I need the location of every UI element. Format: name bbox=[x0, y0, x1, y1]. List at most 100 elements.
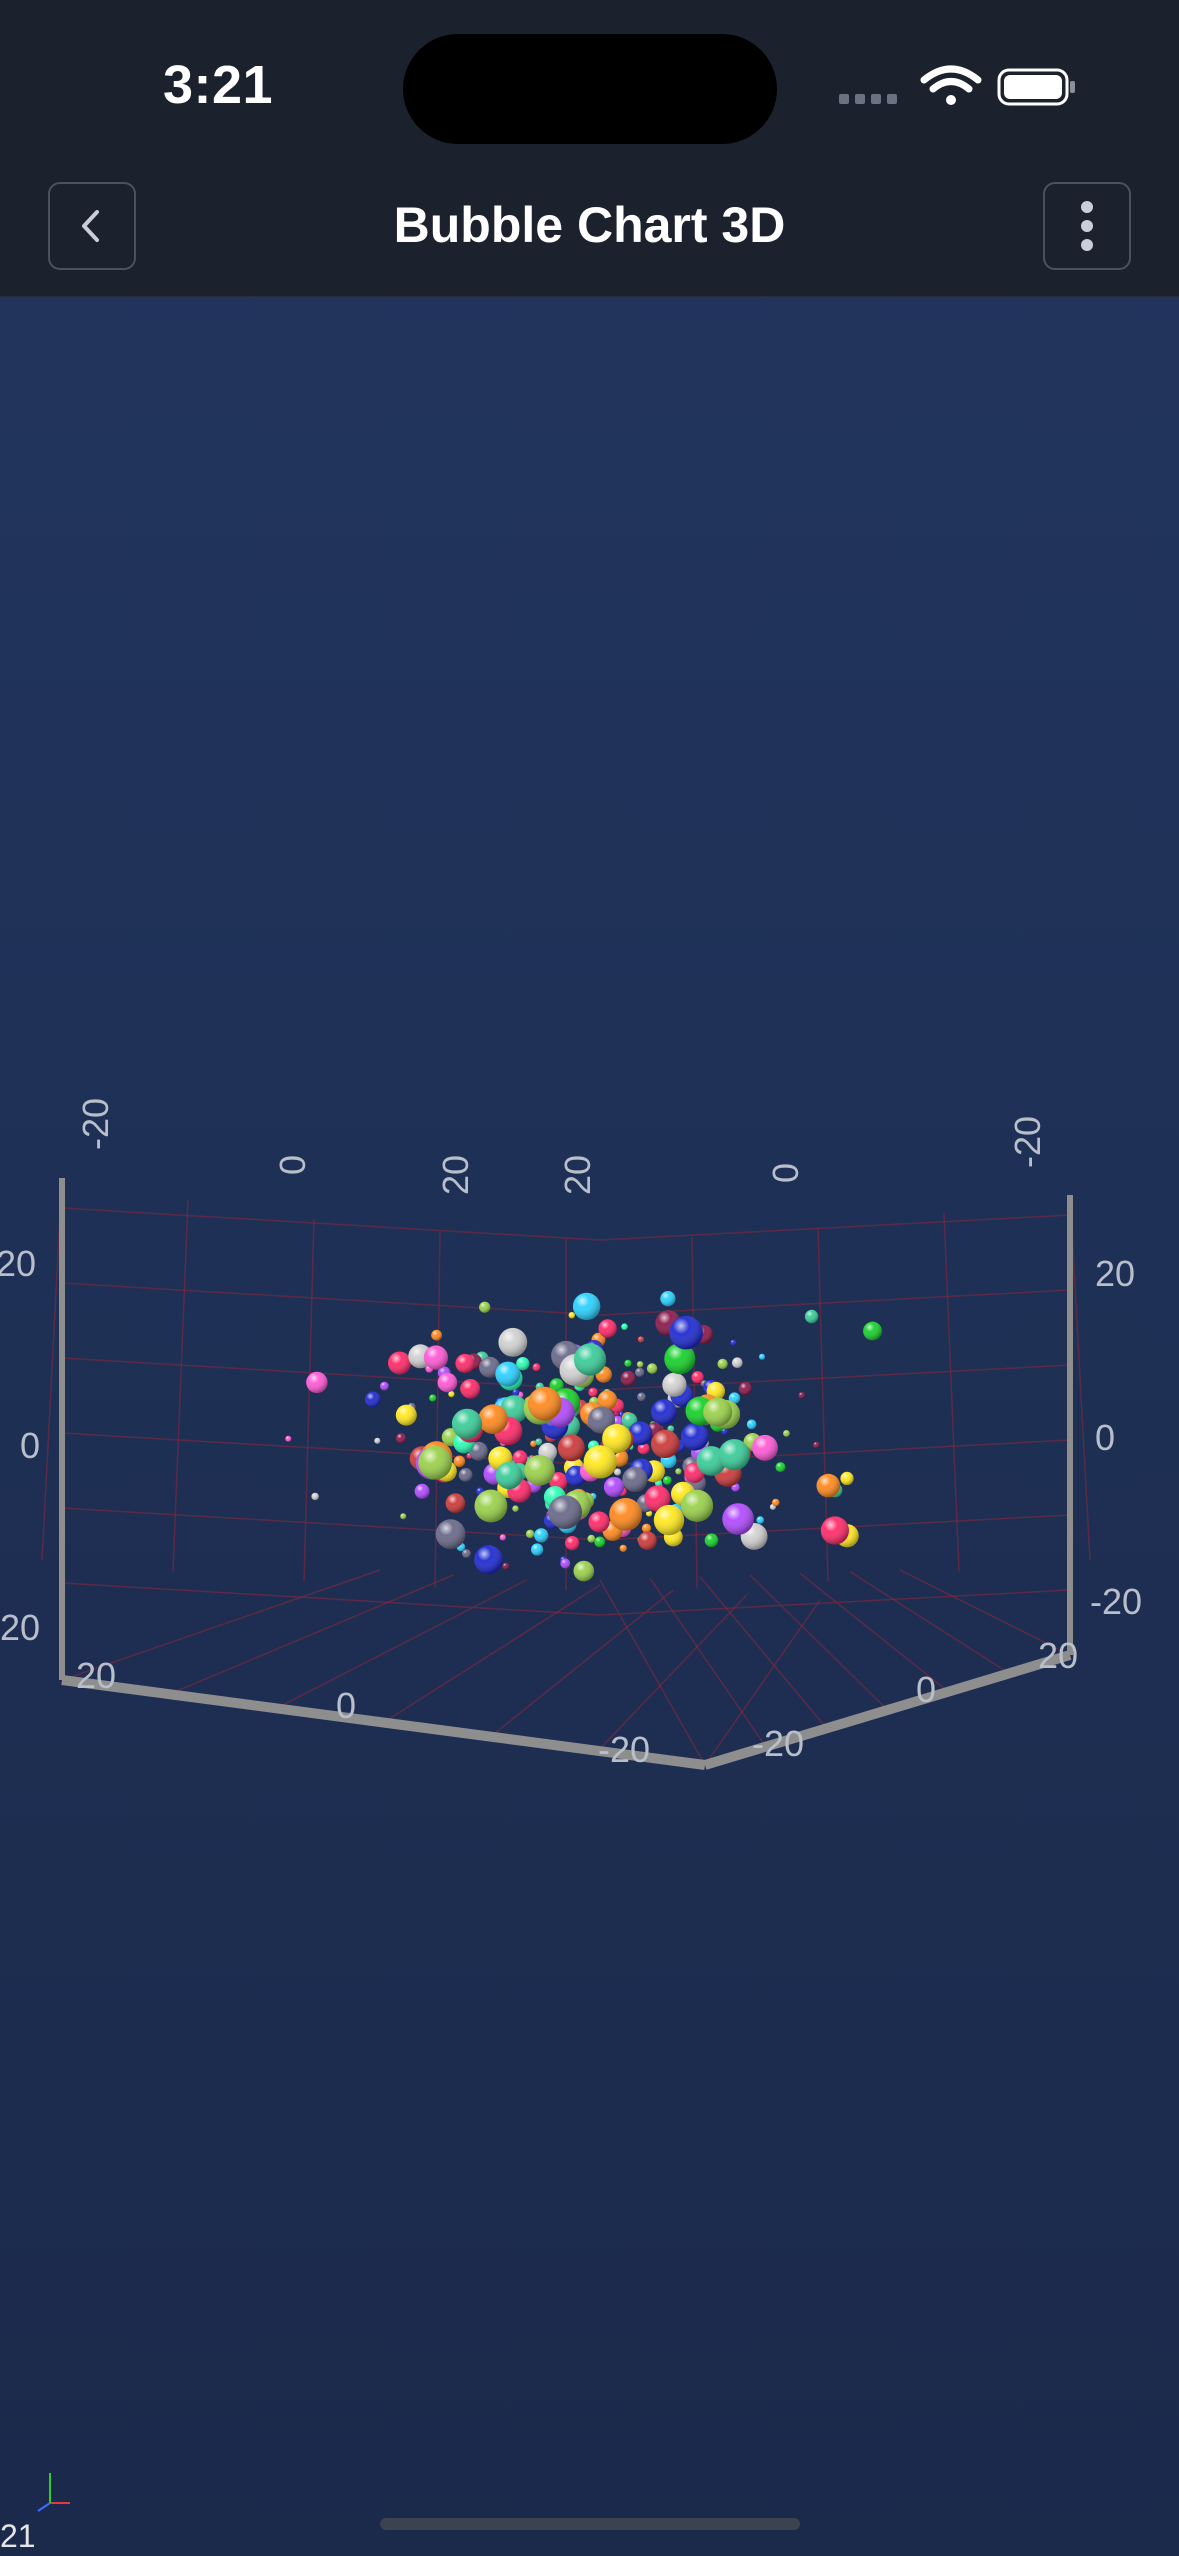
bubble-highlight bbox=[732, 1357, 743, 1368]
grid-line bbox=[168, 1574, 454, 1695]
bubble bbox=[624, 1359, 632, 1367]
bubble bbox=[588, 1387, 598, 1397]
menu-button[interactable] bbox=[1043, 182, 1131, 270]
bubble bbox=[573, 1560, 595, 1582]
bubble-highlight bbox=[548, 1495, 582, 1529]
bubble-highlight bbox=[863, 1321, 882, 1341]
chevron-left-icon bbox=[82, 210, 99, 242]
bubble-highlight bbox=[621, 1323, 628, 1330]
bubble bbox=[479, 1301, 491, 1313]
bubble-highlight bbox=[588, 1387, 598, 1397]
bubble-highlight bbox=[462, 1549, 471, 1558]
bubble bbox=[400, 1513, 407, 1520]
bubble bbox=[813, 1441, 820, 1449]
bubble-highlight bbox=[840, 1471, 854, 1485]
bubble-highlight bbox=[479, 1301, 491, 1313]
grid-line bbox=[61, 1582, 601, 1616]
top-tick-label: 0 bbox=[272, 1155, 313, 1175]
bubble-highlight bbox=[374, 1437, 381, 1444]
bubble bbox=[863, 1321, 882, 1341]
bubble-highlight bbox=[448, 1391, 455, 1398]
bubble-highlight bbox=[414, 1483, 430, 1499]
bubble bbox=[474, 1489, 508, 1523]
bubble bbox=[636, 1361, 644, 1368]
bubble-highlight bbox=[641, 1523, 652, 1533]
bubble-highlight bbox=[675, 1468, 682, 1475]
bubble bbox=[418, 1445, 452, 1480]
chart-svg[interactable]: -20 0 20 20 0 -20 20 0 -20 20 0 -20 20 0… bbox=[0, 296, 1179, 2496]
bubble-highlight bbox=[669, 1315, 703, 1350]
back-button[interactable] bbox=[48, 182, 136, 270]
bubble-highlight bbox=[395, 1404, 417, 1426]
bubble-highlight bbox=[703, 1397, 733, 1427]
bubble bbox=[775, 1462, 786, 1473]
chart-axes bbox=[59, 1178, 1073, 1770]
bubble bbox=[437, 1372, 458, 1393]
bubble-highlight bbox=[445, 1493, 466, 1513]
dynamic-island bbox=[403, 34, 777, 144]
bubble bbox=[458, 1468, 473, 1482]
bubble bbox=[380, 1381, 389, 1391]
bubble-series bbox=[285, 1291, 882, 1582]
bubble-highlight bbox=[637, 1442, 650, 1455]
y-tick-label-left: 20 bbox=[0, 1243, 36, 1284]
grid-line bbox=[899, 1569, 1071, 1656]
x-axis-line bbox=[61, 1675, 706, 1770]
bubble bbox=[573, 1343, 607, 1376]
bubble-highlight bbox=[535, 1438, 543, 1446]
bubble bbox=[549, 1472, 568, 1491]
bubble-highlight bbox=[660, 1291, 676, 1307]
bubble bbox=[502, 1562, 510, 1570]
bubble bbox=[746, 1419, 757, 1430]
home-indicator[interactable] bbox=[380, 2518, 800, 2530]
bubble-chart-3d[interactable]: -20 0 20 20 0 -20 20 0 -20 20 0 -20 20 0… bbox=[0, 296, 1179, 2496]
bubble-highlight bbox=[628, 1421, 653, 1446]
bubble bbox=[516, 1357, 530, 1371]
grid-line bbox=[599, 1589, 1071, 1616]
bubble bbox=[451, 1408, 483, 1439]
z-tick-label: -20 bbox=[752, 1723, 804, 1764]
grid-line bbox=[649, 1577, 767, 1748]
status-time: 3:21 bbox=[163, 55, 274, 115]
bubble-highlight bbox=[651, 1399, 677, 1425]
grid-line bbox=[61, 1282, 601, 1316]
bubble bbox=[653, 1504, 685, 1536]
bubble-highlight bbox=[534, 1528, 549, 1543]
bubble bbox=[445, 1493, 466, 1513]
bubble-highlight bbox=[431, 1329, 442, 1341]
grid-line bbox=[172, 1199, 189, 1572]
bubble-highlight bbox=[730, 1339, 737, 1346]
bubble-highlight bbox=[527, 1386, 562, 1421]
grid-line bbox=[383, 1584, 601, 1724]
bubble bbox=[662, 1372, 687, 1397]
bubble bbox=[534, 1528, 549, 1543]
bubble-highlight bbox=[572, 1292, 601, 1321]
bubble-highlight bbox=[587, 1534, 596, 1543]
bubble bbox=[583, 1445, 617, 1479]
grid-line bbox=[599, 1579, 706, 1766]
bubble bbox=[498, 1327, 528, 1357]
bubble-highlight bbox=[437, 1372, 458, 1393]
bubble-highlight bbox=[609, 1498, 642, 1531]
grid-line bbox=[799, 1572, 949, 1693]
bubble-highlight bbox=[429, 1394, 437, 1402]
bubble bbox=[628, 1421, 653, 1446]
bubble bbox=[603, 1476, 625, 1498]
page-title: Bubble Chart 3D bbox=[393, 197, 786, 253]
grid-line bbox=[599, 1439, 1071, 1466]
bubble bbox=[527, 1386, 562, 1421]
bubble-highlight bbox=[728, 1392, 741, 1404]
more-vertical-icon bbox=[1081, 201, 1093, 251]
bubble-highlight bbox=[664, 1343, 696, 1375]
bubble bbox=[560, 1558, 571, 1569]
bubble-highlight bbox=[306, 1371, 328, 1394]
bubble-highlight bbox=[380, 1381, 389, 1391]
bubble bbox=[414, 1483, 430, 1499]
bubble-highlight bbox=[453, 1455, 466, 1468]
bubble bbox=[311, 1492, 319, 1501]
bubble-highlight bbox=[636, 1361, 644, 1368]
bubble-highlight bbox=[620, 1370, 636, 1386]
bubble bbox=[637, 1442, 650, 1455]
bubble bbox=[530, 1440, 537, 1447]
bubble bbox=[756, 1516, 764, 1524]
